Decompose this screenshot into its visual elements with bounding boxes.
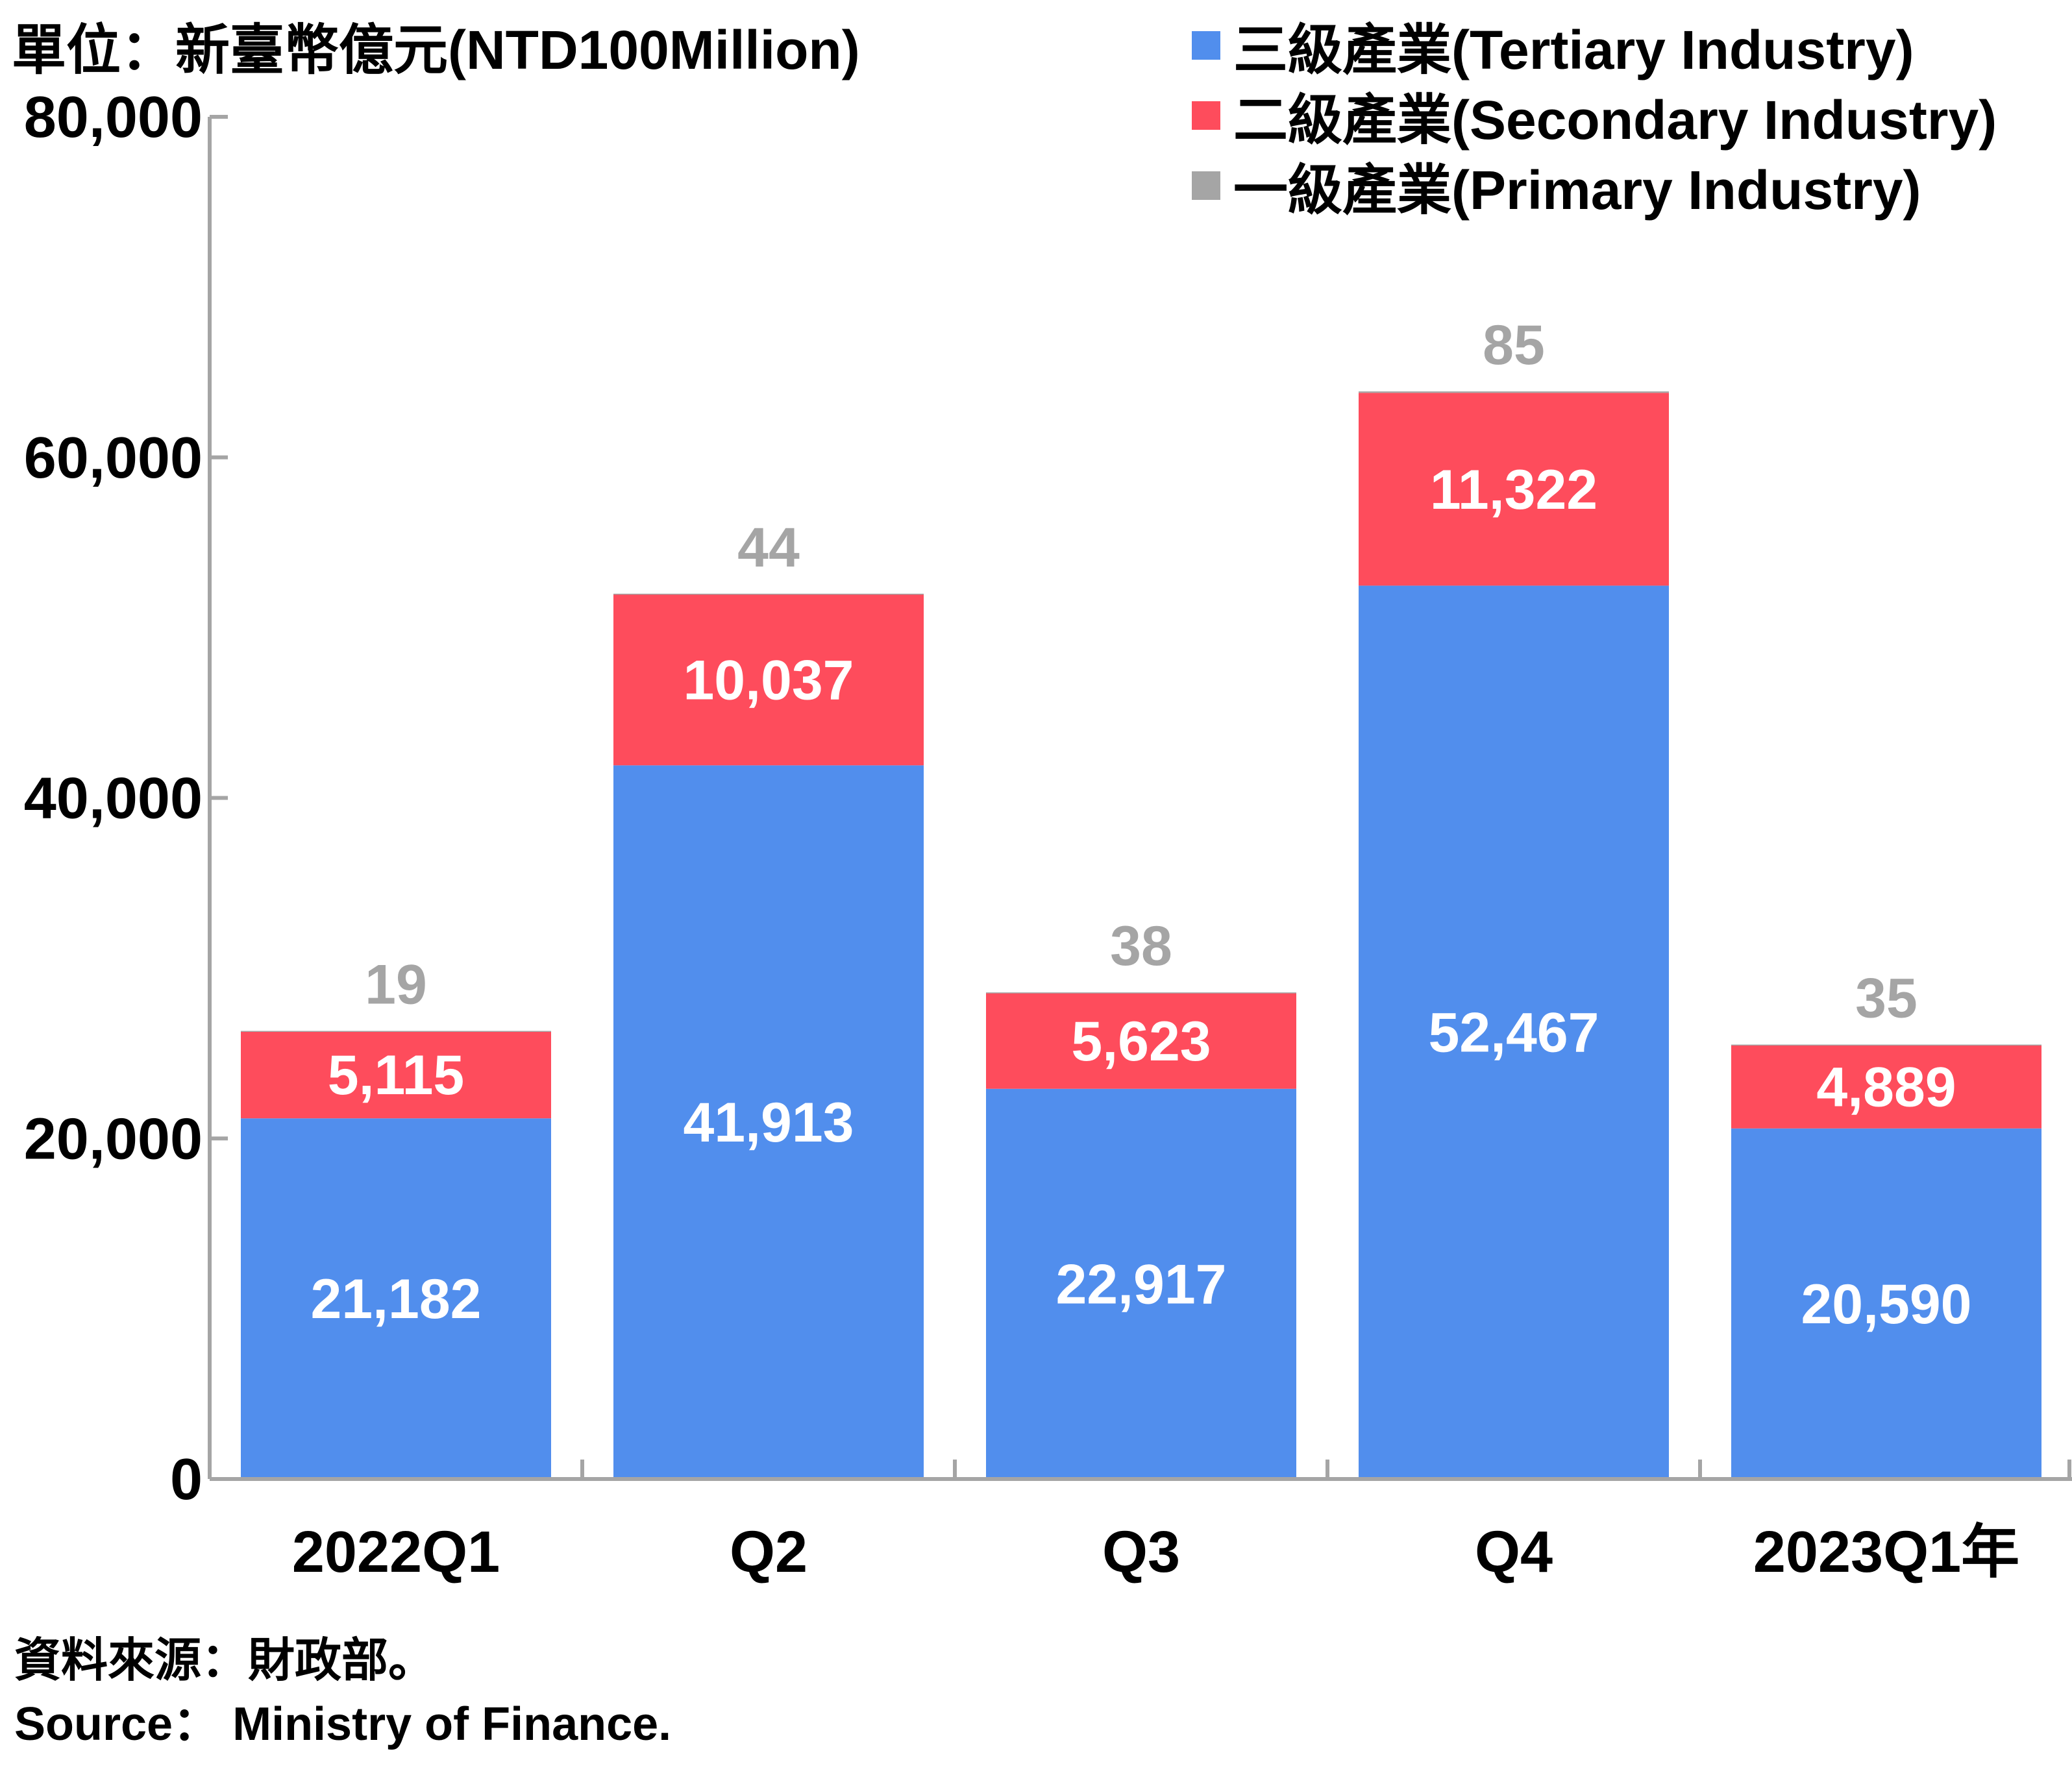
bar-3-series-1 xyxy=(1359,393,1669,586)
legend-label-primary: 一級產業(Primary Industry) xyxy=(1233,159,1921,221)
y-tick-label-3: 60,000 xyxy=(24,426,203,491)
bar-2-series-0 xyxy=(986,1088,1296,1479)
bar-1-series-1 xyxy=(613,594,924,766)
data-label-2-series-1: 5,623 xyxy=(1071,1010,1211,1073)
legend-label-tertiary: 三級產業(Tertiary Industry) xyxy=(1233,19,1914,80)
bar-2-series-1 xyxy=(986,993,1296,1089)
bar-0-series-2 xyxy=(241,1031,551,1033)
bar-1-series-2 xyxy=(613,593,924,595)
legend-swatch-secondary xyxy=(1192,101,1220,130)
data-label-1-series-0: 41,913 xyxy=(683,1092,854,1154)
data-label-0-series-2: 19 xyxy=(365,954,427,1016)
data-label-1-series-2: 44 xyxy=(737,517,800,579)
bar-4-series-2 xyxy=(1731,1044,2041,1046)
x-tick-label-4: 2023Q1年 xyxy=(1753,1520,2019,1585)
legend-swatch-primary xyxy=(1192,171,1220,200)
legend: 三級產業(Tertiary Industry) 二級產業(Secondary I… xyxy=(1192,10,1997,221)
x-tick-label-0: 2022Q1 xyxy=(292,1520,500,1585)
x-tick-label-2: Q3 xyxy=(1102,1520,1180,1585)
bar-4-series-1 xyxy=(1731,1045,2041,1129)
data-label-4-series-1: 4,889 xyxy=(1816,1057,1956,1119)
y-tick-label-2: 40,000 xyxy=(24,766,203,831)
data-label-0-series-1: 5,115 xyxy=(328,1044,464,1107)
data-label-0-series-0: 21,182 xyxy=(310,1268,481,1330)
legend-item-tertiary: 三級產業(Tertiary Industry) xyxy=(1192,10,1997,80)
legend-label-secondary: 二級產業(Secondary Industry) xyxy=(1233,89,1997,151)
data-label-3-series-1: 11,322 xyxy=(1430,459,1597,521)
bar-4-series-0 xyxy=(1731,1128,2041,1479)
bar-3-series-0 xyxy=(1359,585,1669,1479)
bar-3-series-2 xyxy=(1359,391,1669,393)
y-tick-label-0: 0 xyxy=(170,1447,203,1512)
data-label-3-series-2: 85 xyxy=(1483,314,1545,376)
y-tick-label-1: 20,000 xyxy=(24,1107,203,1171)
y-tick-label-4: 80,000 xyxy=(24,85,203,150)
bar-1-series-0 xyxy=(613,765,924,1479)
x-tick-label-3: Q4 xyxy=(1475,1520,1553,1585)
data-label-1-series-1: 10,037 xyxy=(683,650,854,712)
legend-swatch-tertiary xyxy=(1192,31,1220,60)
bar-0-series-0 xyxy=(241,1118,551,1479)
data-label-3-series-0: 52,467 xyxy=(1428,1002,1599,1064)
source-zh: 資料來源：財政部。 xyxy=(14,1635,436,1687)
source-en: Source： Ministry of Finance. xyxy=(14,1698,672,1750)
data-label-4-series-0: 20,590 xyxy=(1801,1273,1971,1336)
source-note: 資料來源：財政部。 Source： Ministry of Finance. xyxy=(14,1629,671,1756)
legend-item-primary: 一級產業(Primary Industry) xyxy=(1192,151,1997,221)
data-label-2-series-2: 38 xyxy=(1110,915,1172,977)
bar-0-series-1 xyxy=(241,1031,551,1119)
legend-item-secondary: 二級產業(Secondary Industry) xyxy=(1192,80,1997,151)
bar-2-series-2 xyxy=(986,992,1296,994)
unit-label: 單位：新臺幣億元(NTD100Million) xyxy=(12,19,860,80)
data-label-2-series-0: 22,917 xyxy=(1055,1253,1226,1315)
x-tick-label-1: Q2 xyxy=(730,1520,808,1585)
data-label-4-series-2: 35 xyxy=(1855,968,1918,1030)
